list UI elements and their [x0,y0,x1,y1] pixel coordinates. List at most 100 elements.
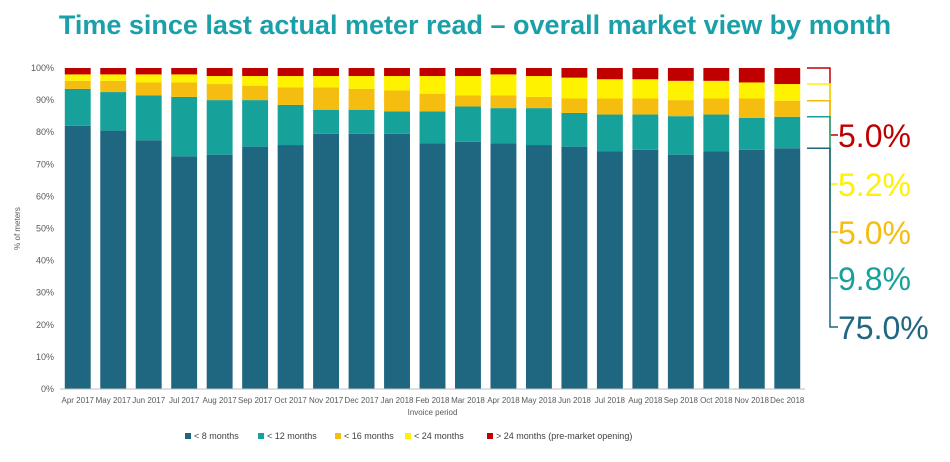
bar-segment [100,80,127,93]
bar-segment [667,100,694,117]
bar-segment [596,68,623,80]
bar-segment [206,76,233,85]
bar-segment [206,154,233,389]
bar-segment [384,133,410,389]
x-tick-label: May 2018 [521,396,557,405]
y-tick-label: 100% [31,63,54,73]
x-tick-label: Dec 2017 [344,396,379,405]
bar-segment [774,148,801,389]
bar-segment [64,80,91,89]
bar-segment [419,93,446,112]
legend-label: < 8 months [194,431,239,441]
bar-segment [703,80,730,99]
x-tick-label: Jul 2018 [595,396,626,405]
bar-segment [490,68,517,75]
side-label-connector [807,67,838,136]
bar-segment [561,112,588,147]
x-tick-label: Mar 2018 [451,396,485,405]
bar-segment [348,68,375,77]
side-label-value: 75.0% [838,310,929,346]
bar-segment [135,68,162,75]
bar-segment [525,76,552,97]
bar-segment [135,82,162,96]
bar-segment [348,109,375,134]
bar-segment [703,98,730,115]
bar-segment [490,95,517,109]
side-label-connector [807,99,838,233]
bar-segment [525,145,552,389]
bar-segment [242,76,269,86]
bar-segment [419,143,446,389]
x-tick-label: Jan 2018 [381,396,414,405]
x-tick-label: Sep 2017 [238,396,273,405]
legend-label: < 24 months [414,431,464,441]
bar-segment [667,80,694,101]
x-tick-label: Jun 2018 [558,396,591,405]
y-tick-label: 0% [41,384,54,394]
side-labels: 5.0% 5.2% 5.0% 9.8% 75.0% [838,118,929,346]
bar-segment [419,68,446,77]
bar-segment [738,117,765,150]
y-tick-label: 80% [36,127,54,137]
bar-segment [490,143,517,389]
bar-segment [596,79,623,99]
x-tick-label: Jul 2017 [169,396,200,405]
bars [64,68,801,389]
bar-segment [384,90,410,112]
bar-segment [561,146,588,389]
side-label-value: 5.0% [838,215,911,251]
bar-segment [561,77,588,99]
side-label-value: 5.2% [838,167,911,203]
x-tick-label: Aug 2018 [628,396,663,405]
legend: < 8 months < 12 months < 16 months < 24 mon… [185,431,632,441]
bar-segment [455,106,481,142]
bar-segment [100,130,127,389]
bar-segment [100,68,127,75]
bar-segment [384,76,410,91]
y-axis: 0% 10% 20% 30% 40% 50% 60% 70% 80% 90% 100% [31,63,54,394]
x-tick-label: Oct 2017 [274,396,307,405]
x-tick-label: Dec 2018 [770,396,805,405]
y-tick-label: 90% [36,95,54,105]
legend-swatch [487,433,493,439]
bar-segment [561,98,588,113]
bar-segment [100,92,127,131]
bar-segment [348,88,375,110]
bar-segment [206,68,233,77]
side-label-value: 5.0% [838,118,911,154]
x-tick-label: Nov 2018 [735,396,770,405]
bar-segment [171,156,198,389]
bar-segment [455,76,481,96]
bar-segment [206,100,233,155]
side-label-connectors [807,67,838,328]
bar-segment [313,68,340,77]
bar-segment [596,114,623,152]
bar-segment [774,116,801,149]
x-tick-label: Apr 2017 [62,396,95,405]
bar-segment [135,140,162,389]
y-tick-label: 30% [36,288,54,298]
bar-segment [738,98,765,118]
bar-segment [632,68,659,80]
bar-segment [632,98,659,115]
x-tick-label: Apr 2018 [487,396,520,405]
bar-segment [525,108,552,146]
bar-segment [703,114,730,152]
bar-segment [667,116,694,155]
side-label-connector [807,116,838,279]
bar-segment [348,133,375,389]
bar-segment [667,68,694,81]
bar-segment [774,100,801,117]
bar-segment [64,74,91,81]
bar-segment [632,114,659,150]
x-tick-label: May 2017 [96,396,132,405]
legend-swatch [405,433,411,439]
legend-swatch [185,433,191,439]
bar-segment [277,145,304,389]
bar-segment [171,96,198,157]
bar-segment [277,104,304,146]
bar-segment [525,68,552,77]
y-tick-label: 20% [36,320,54,330]
legend-swatch [335,433,341,439]
